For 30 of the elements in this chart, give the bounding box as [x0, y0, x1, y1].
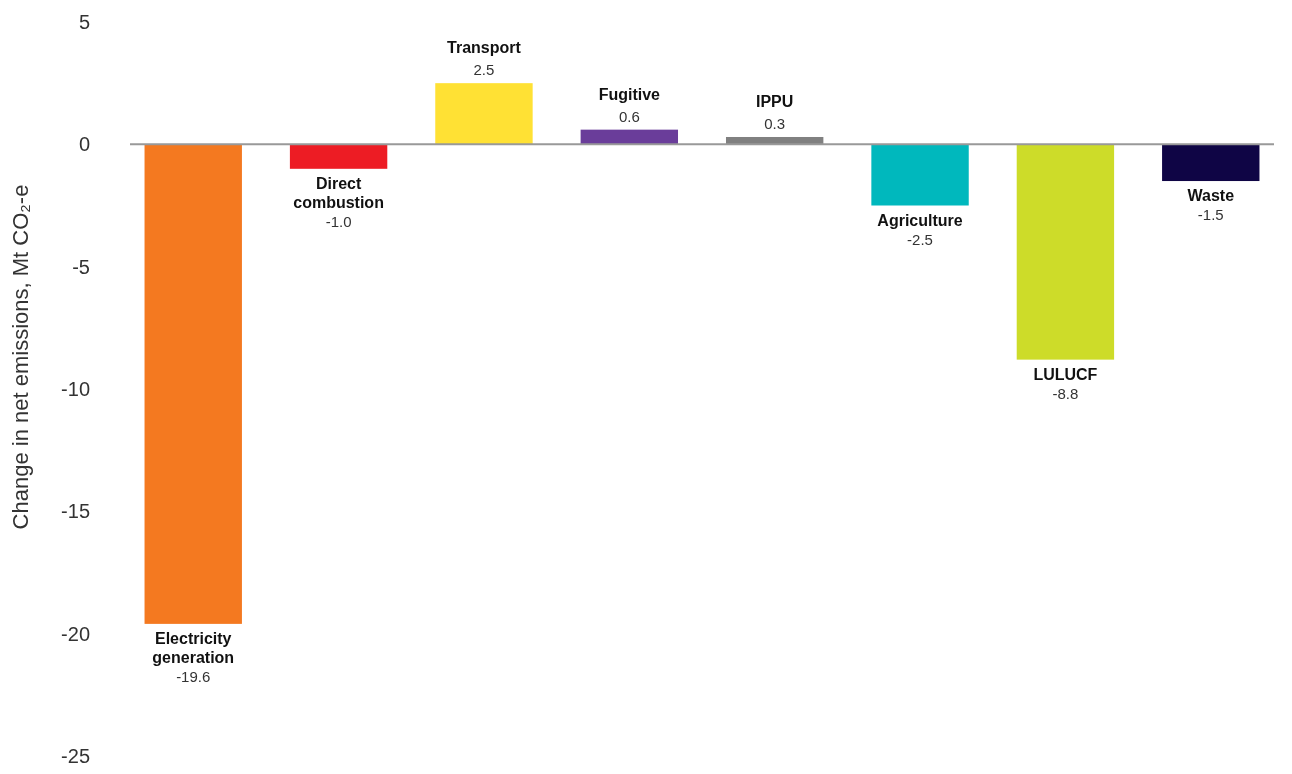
- x-tick-label: Transport: [447, 39, 522, 57]
- bar: [1016, 144, 1115, 360]
- data-label: 0.3: [764, 114, 786, 132]
- x-tick-label: LULUCF: [1033, 365, 1098, 383]
- y-tick-label: -15: [61, 500, 90, 523]
- x-tick-label: Direct combustion: [293, 174, 384, 211]
- y-tick-label: -10: [61, 378, 90, 400]
- data-label: -2.5: [907, 230, 933, 248]
- data-label: -1.5: [1197, 206, 1224, 224]
- data-label: -19.6: [176, 667, 211, 685]
- y-tick-label: 5: [78, 11, 90, 33]
- x-tick-label: Agriculture: [877, 211, 963, 229]
- bar: [289, 144, 388, 169]
- data-label: -1.0: [325, 212, 352, 230]
- y-tick-label: -5: [72, 255, 90, 278]
- x-tick-label: Fugitive: [598, 85, 661, 103]
- data-label: -8.8: [1052, 384, 1079, 402]
- x-tick-label: Waste: [1187, 187, 1235, 205]
- y-tick-label: -25: [61, 745, 90, 767]
- bar: [144, 144, 242, 624]
- y-tick-label: 0: [78, 133, 90, 156]
- bar: [435, 83, 533, 145]
- y-axis-title: Change in net emissions, Mt CO₂-e: [8, 184, 33, 530]
- bar: [1162, 144, 1260, 182]
- x-tick-label: IPPU: [756, 92, 794, 110]
- data-label: 0.6: [618, 107, 640, 125]
- bar: [871, 144, 969, 206]
- x-tick-label: Electricity generation: [152, 629, 235, 666]
- y-tick-label: -20: [61, 622, 90, 645]
- data-label: 2.5: [473, 61, 495, 79]
